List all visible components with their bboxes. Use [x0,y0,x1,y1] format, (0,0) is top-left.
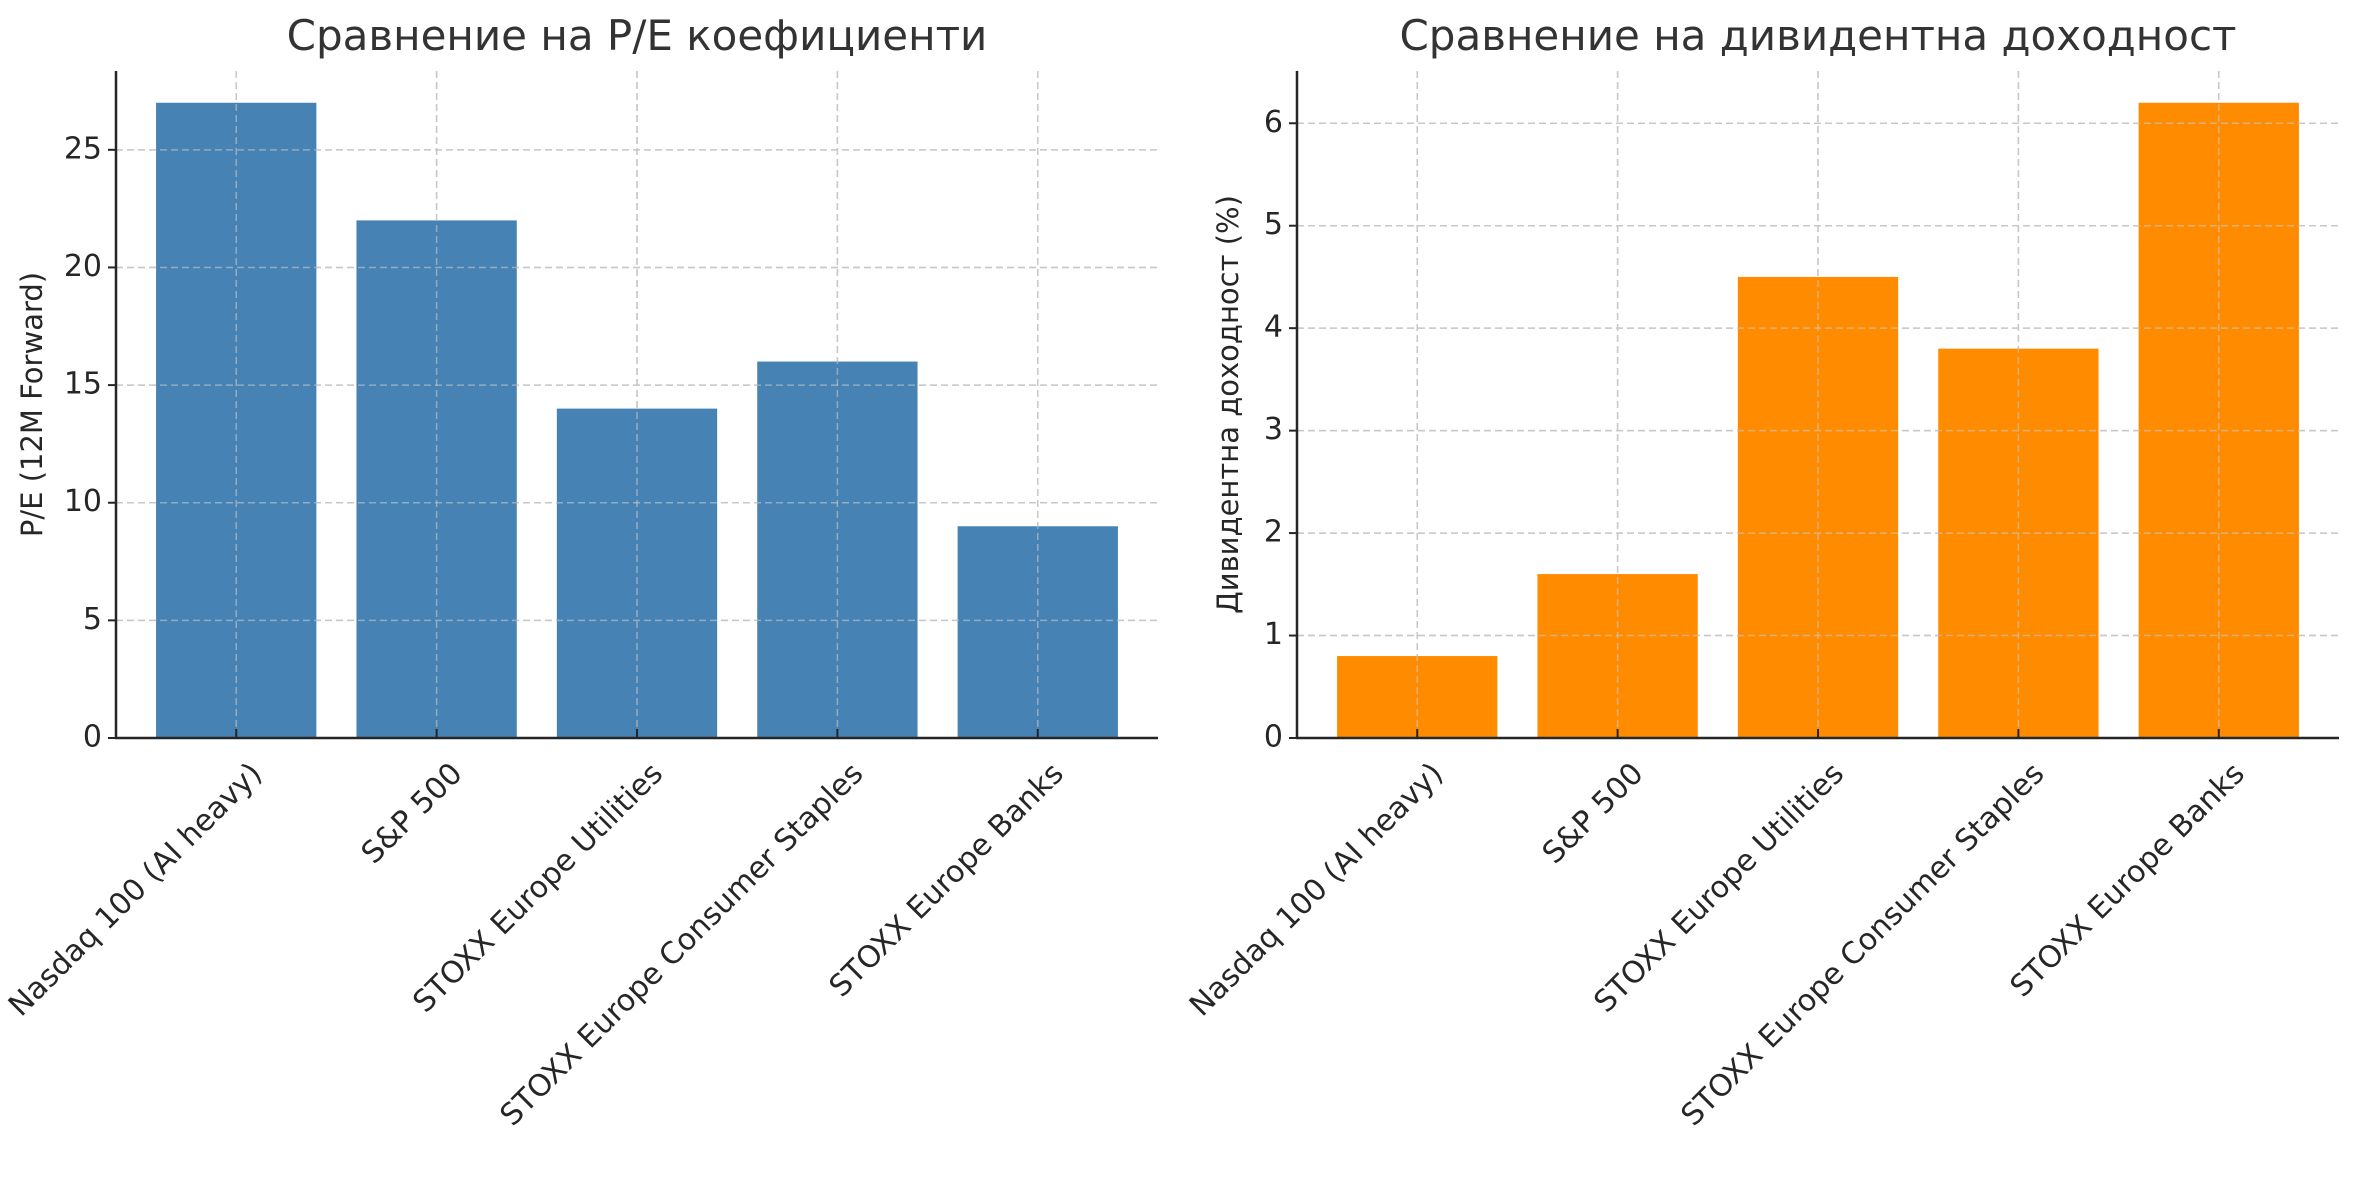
pe-chart: Сравнение на P/E коефициенти P/E (12M Fo… [2,11,1158,1133]
y-tick-label: 3 [1264,412,1283,447]
y-axis-label: P/E (12M Forward) [15,272,49,537]
y-tick-label: 6 [1264,105,1283,140]
y-tick-label: 15 [64,367,102,402]
x-tick-label: S&P 500 [1536,756,1651,871]
y-tick-label: 25 [64,131,102,166]
y-axis-label: Дивидентна доходност (%) [1211,195,1245,614]
x-tick-label: Nasdaq 100 (AI heavy) [2,756,269,1023]
x-tick-label: Nasdaq 100 (AI heavy) [1183,756,1450,1023]
y-tick-label: 5 [83,602,102,637]
x-tick-label: STOXX Europe Banks [2004,756,2252,1004]
bar [556,408,718,738]
y-tick-label: 5 [1264,207,1283,242]
y-tick-label: 0 [83,720,102,755]
x-tick-label: STOXX Europe Consumer Staples [1674,756,2051,1133]
bars [116,71,1158,739]
bar [1737,276,1899,738]
x-tick-label: STOXX Europe Consumer Staples [493,756,870,1133]
y-ticks: 0 1 2 3 4 5 6 [1264,105,1297,755]
y-tick-label: 10 [64,484,102,519]
y-tick-label: 1 [1264,617,1283,652]
y-ticks: 0 5 10 15 20 25 [64,131,116,755]
y-tick-label: 4 [1264,310,1283,345]
chart-title: Сравнение на P/E коефициенти [287,11,988,60]
dividend-chart: Сравнение на дивидентна доходност Дивиде… [1183,11,2339,1133]
chart-title: Сравнение на дивидентна доходност [1399,11,2236,60]
x-tick-label: STOXX Europe Banks [823,756,1071,1004]
y-tick-label: 20 [64,249,102,284]
y-tick-label: 2 [1264,515,1283,550]
x-tick-label: S&P 500 [355,756,470,871]
y-tick-label: 0 [1264,720,1283,755]
bars [1297,71,2339,738]
